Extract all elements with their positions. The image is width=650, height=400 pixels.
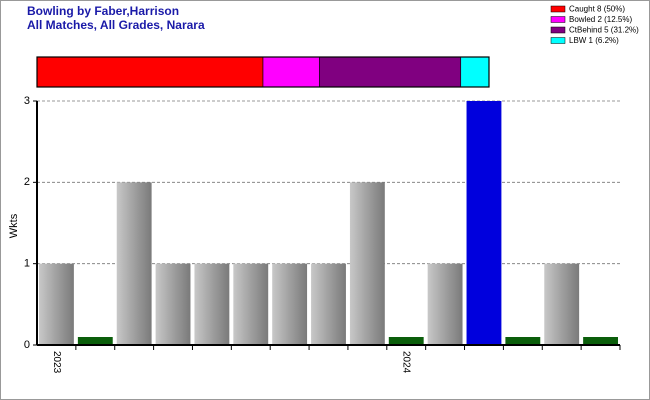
legend-label: LBW 1 (6.2%) [569, 36, 619, 45]
legend-label: CtBehind 5 (31.2%) [569, 26, 639, 35]
legend-swatch [550, 26, 566, 34]
y-tick-label: 1 [24, 258, 30, 270]
bar [466, 101, 502, 345]
legend-label: Bowled 2 (12.5%) [569, 15, 632, 24]
legend-swatch [550, 16, 566, 23]
legend-label: Caught 8 (50%) [569, 5, 625, 14]
bar [155, 263, 191, 345]
dismissal-segment [36, 56, 264, 88]
dismissal-segment [319, 56, 462, 88]
zero-bar [77, 337, 113, 345]
bar [39, 263, 74, 345]
legend-swatch [550, 37, 566, 44]
dismissal-frame [36, 56, 490, 88]
y-tick-label: 0 [24, 339, 30, 351]
chart-title: Bowling by Faber,Harrison [27, 4, 179, 18]
bar [427, 263, 463, 345]
bar [233, 263, 269, 345]
chart-subtitle: All Matches, All Grades, Narara [27, 18, 205, 32]
dismissal-segment [262, 56, 320, 88]
bar [194, 263, 230, 345]
bar [116, 182, 152, 345]
bar [311, 263, 346, 345]
dismissal-segment [460, 56, 490, 88]
zero-bar [505, 337, 541, 345]
zero-bar [583, 337, 618, 345]
zero-bar [388, 337, 424, 345]
bar [349, 182, 385, 345]
x-tick-label: 2023 [51, 351, 62, 374]
bar [272, 263, 308, 345]
legend-swatch [550, 5, 566, 13]
bar [544, 263, 580, 345]
y-tick-label: 2 [24, 176, 30, 188]
y-axis-label: Wkts [8, 213, 20, 238]
x-tick-label: 2024 [401, 351, 412, 374]
y-tick-label: 3 [24, 95, 30, 107]
